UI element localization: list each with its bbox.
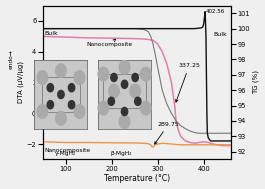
Circle shape xyxy=(119,60,130,74)
Circle shape xyxy=(119,115,130,129)
Y-axis label: DTA (μV/μg): DTA (μV/μg) xyxy=(17,61,24,104)
Text: β-MgH₂: β-MgH₂ xyxy=(110,151,131,156)
Circle shape xyxy=(56,64,66,77)
Text: Nanocomposite: Nanocomposite xyxy=(45,148,91,153)
Circle shape xyxy=(109,84,119,98)
X-axis label: Temperature (°C): Temperature (°C) xyxy=(104,174,170,184)
Text: 289.75: 289.75 xyxy=(155,122,179,144)
Circle shape xyxy=(37,105,48,118)
Circle shape xyxy=(56,112,66,125)
Circle shape xyxy=(47,101,54,109)
Text: endo→: endo→ xyxy=(8,50,14,69)
Circle shape xyxy=(37,71,48,84)
Text: 337.25: 337.25 xyxy=(176,63,200,102)
Circle shape xyxy=(121,80,128,88)
Circle shape xyxy=(130,84,140,98)
Text: 402.56: 402.56 xyxy=(206,9,225,14)
Circle shape xyxy=(132,73,138,82)
Circle shape xyxy=(68,84,75,92)
Circle shape xyxy=(58,90,64,99)
Circle shape xyxy=(140,67,151,81)
Circle shape xyxy=(68,101,75,109)
Circle shape xyxy=(47,84,54,92)
Text: γ-MgH₂: γ-MgH₂ xyxy=(55,151,76,156)
Circle shape xyxy=(74,105,85,118)
Circle shape xyxy=(140,101,151,115)
Y-axis label: TG (%): TG (%) xyxy=(253,70,259,94)
Text: Nanocomposite: Nanocomposite xyxy=(86,39,132,47)
Circle shape xyxy=(98,67,109,81)
Circle shape xyxy=(74,71,85,84)
Circle shape xyxy=(111,73,117,82)
Circle shape xyxy=(121,107,128,116)
Text: Bulk: Bulk xyxy=(45,31,59,36)
Circle shape xyxy=(98,101,109,115)
Circle shape xyxy=(108,97,114,105)
Text: Bulk: Bulk xyxy=(213,32,227,37)
Circle shape xyxy=(135,97,141,105)
